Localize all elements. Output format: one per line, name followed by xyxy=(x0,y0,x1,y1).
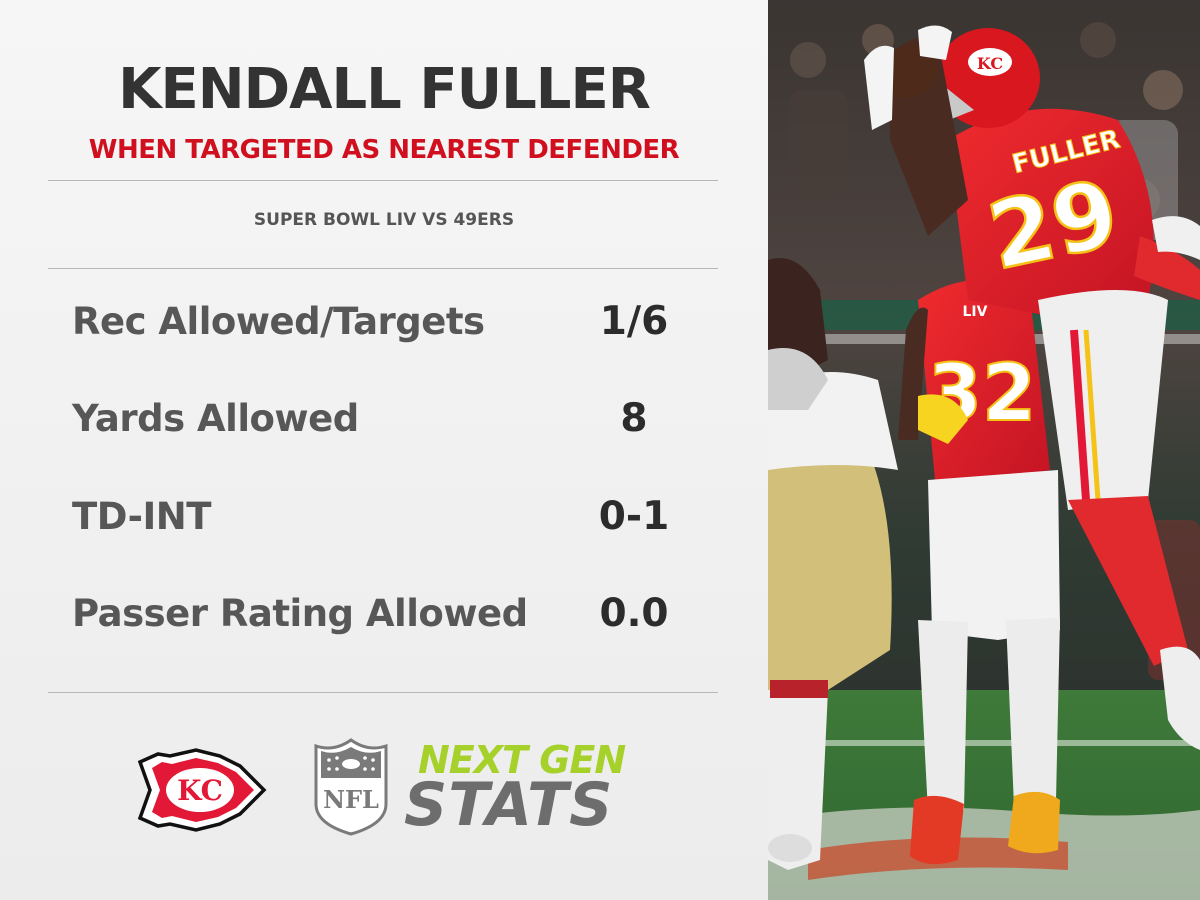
subtitle: WHEN TARGETED AS NEAREST DEFENDER xyxy=(88,135,680,165)
stat-label: TD-INT xyxy=(72,495,211,538)
helmet-logo: KC xyxy=(977,54,1003,73)
next-gen-wordmark: NEXT GEN xyxy=(418,738,626,782)
stat-value: 0-1 xyxy=(598,494,670,539)
main-jersey-number: 29 xyxy=(980,160,1127,291)
stats-wordmark: STATS xyxy=(404,770,614,840)
stat-value: 0.0 xyxy=(599,591,669,636)
stat-value: 1/6 xyxy=(599,299,669,344)
chiefs-logo-text: KC xyxy=(177,774,223,807)
nfl-shield-logo: NFL xyxy=(314,738,388,836)
divider-bottom xyxy=(48,692,718,693)
stat-row-passer-rating: Passer Rating Allowed 0.0 xyxy=(0,584,768,644)
stat-label: Yards Allowed xyxy=(72,397,359,440)
jersey-patch: LIV xyxy=(963,304,988,320)
stat-label: Rec Allowed/Targets xyxy=(72,300,485,343)
chiefs-arrowhead-logo: KC xyxy=(137,748,267,832)
player-name: KENDALL FULLER xyxy=(118,57,651,122)
stat-panel: KENDALL FULLER WHEN TARGETED AS NEAREST … xyxy=(0,0,768,900)
stat-label: Passer Rating Allowed xyxy=(72,592,528,635)
stat-row-yards: Yards Allowed 8 xyxy=(0,389,768,449)
stat-row-td-int: TD-INT 0-1 xyxy=(0,487,768,547)
action-photo: 32 LIV 29 FULLER KC xyxy=(768,0,1200,900)
game-label: SUPER BOWL LIV VS 49ERS xyxy=(253,210,515,230)
nfl-shield-text: NFL xyxy=(323,785,379,814)
stat-value: 8 xyxy=(620,396,648,441)
stat-row-receptions: Rec Allowed/Targets 1/6 xyxy=(0,292,768,352)
divider-top xyxy=(48,180,718,181)
divider-mid xyxy=(48,268,718,269)
